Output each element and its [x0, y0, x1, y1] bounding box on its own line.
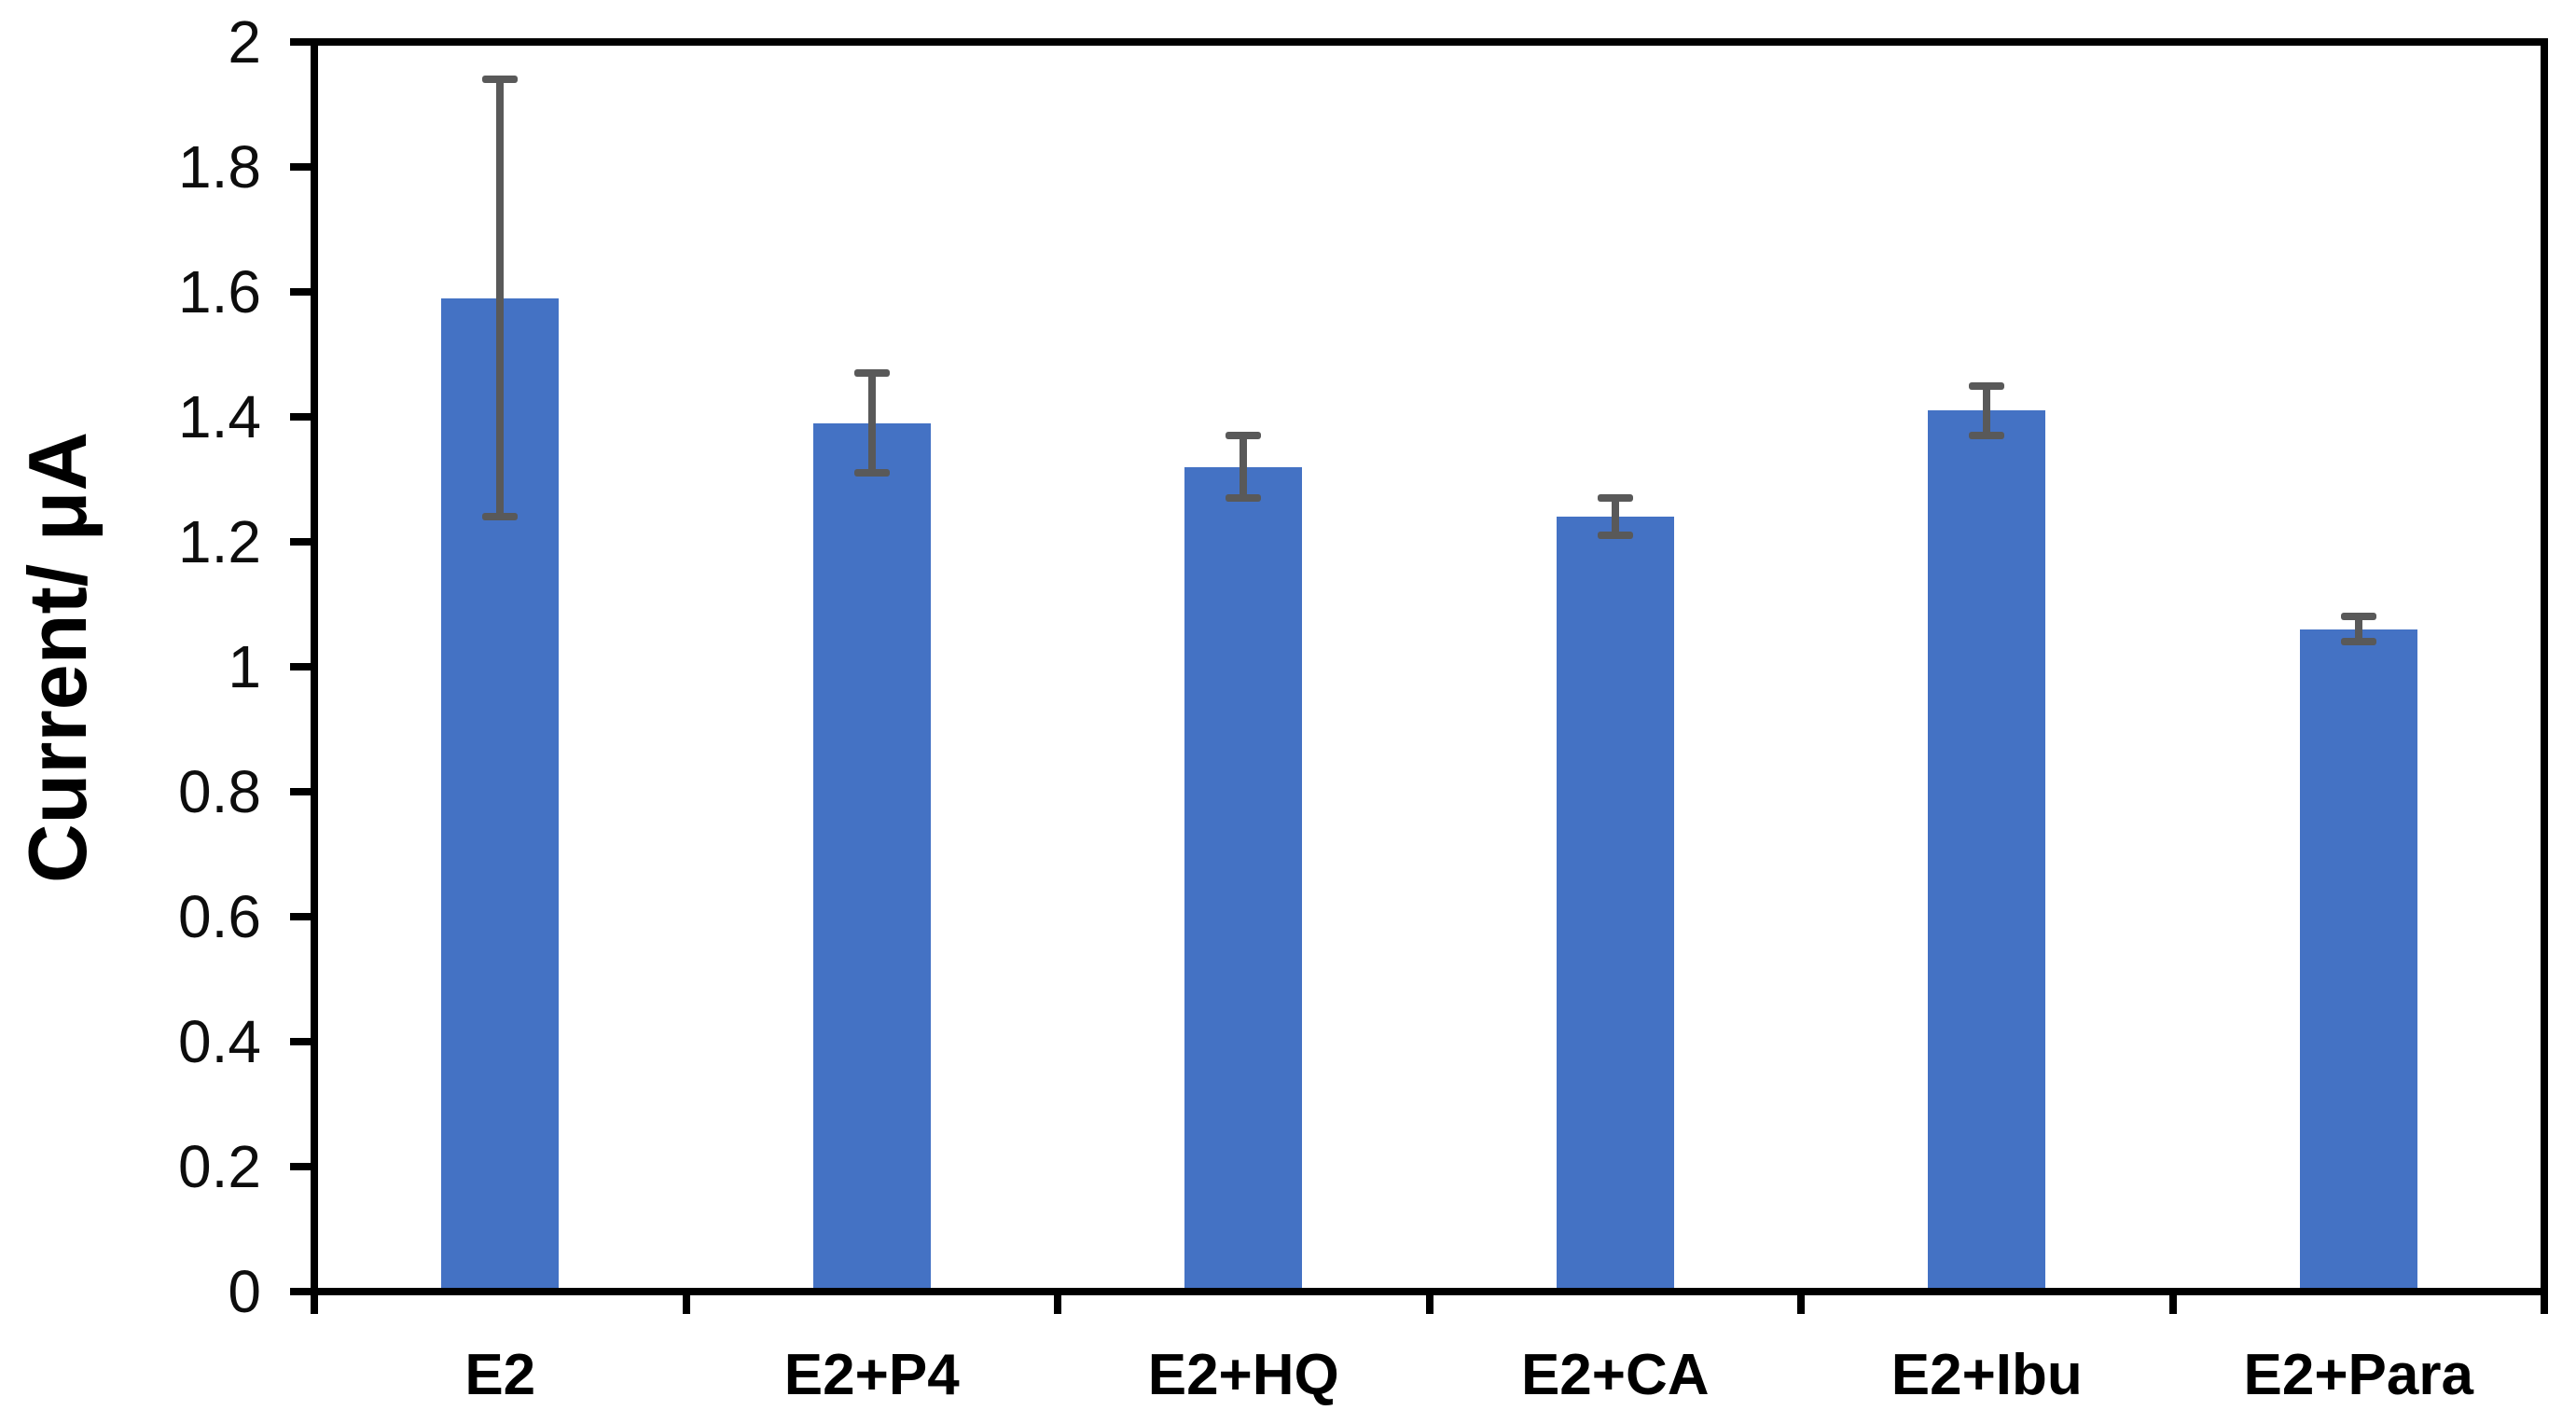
bar	[2299, 629, 2417, 1288]
y-axis-tick	[290, 38, 314, 46]
y-axis-tick-label: 1.2	[178, 508, 261, 575]
bar	[812, 422, 931, 1288]
x-axis-tick	[2541, 1292, 2548, 1314]
error-bar-cap	[853, 369, 890, 378]
error-bar-line	[1983, 385, 1991, 436]
y-axis-tick	[290, 1163, 314, 1170]
y-axis-tick-label: 1	[228, 633, 261, 700]
y-axis-tick-label: 0	[228, 1258, 261, 1325]
y-axis-tick	[290, 413, 314, 421]
y-axis-tick	[290, 538, 314, 546]
error-bar-cap	[1597, 494, 1633, 503]
error-bar-line	[2354, 616, 2362, 643]
x-axis-category-label: E2+Ibu	[1890, 1343, 2083, 1407]
x-axis-tick	[682, 1292, 690, 1314]
y-axis-tick-label: 0.4	[178, 1008, 261, 1075]
error-bar-cap	[1597, 532, 1633, 540]
bar	[1556, 517, 1674, 1288]
bar	[1928, 410, 2046, 1288]
error-bar-line	[867, 373, 876, 474]
y-axis-tick-label: 0.8	[178, 758, 261, 825]
x-axis-category-label: E2+Para	[2243, 1343, 2474, 1407]
x-axis-category-label: E2+P4	[783, 1343, 960, 1407]
x-axis-tick	[1425, 1292, 1433, 1314]
y-axis-tick-label: 0.6	[178, 883, 261, 950]
error-bar-cap	[1969, 432, 2005, 440]
error-bar-line	[1240, 435, 1248, 499]
x-axis-category-label: E2	[464, 1343, 536, 1407]
x-axis-category-label: E2+CA	[1520, 1343, 1710, 1407]
y-axis-tick	[290, 663, 314, 671]
x-axis-tick	[2168, 1292, 2177, 1314]
y-axis-tick	[290, 1038, 314, 1045]
x-axis-tick	[311, 1292, 318, 1314]
x-axis-category-label: E2+HQ	[1147, 1343, 1339, 1407]
y-axis-tick-label: 2	[228, 8, 261, 76]
y-axis-tick	[290, 1288, 314, 1295]
x-axis-tick	[1797, 1292, 1805, 1314]
error-bar-cap	[2340, 613, 2376, 621]
x-axis-tick	[1054, 1292, 1061, 1314]
y-axis-tick-label: 1.8	[178, 133, 261, 200]
error-bar-line	[496, 79, 505, 518]
error-bar-cap	[1226, 494, 1262, 503]
error-bar-cap	[482, 513, 519, 521]
y-axis-tick	[290, 288, 314, 296]
axis-border	[311, 38, 2548, 1295]
error-bar-cap	[1969, 381, 2005, 390]
error-bar-cap	[2340, 638, 2376, 646]
y-axis-tick-label: 0.2	[178, 1133, 261, 1200]
y-axis-tick-label: 1.6	[178, 258, 261, 325]
error-bar-cap	[1226, 432, 1262, 440]
y-axis-title: Current/ μA	[11, 431, 104, 884]
error-bar-cap	[853, 469, 890, 477]
error-bar-line	[1611, 498, 1619, 536]
bar	[1184, 466, 1303, 1288]
y-axis-tick	[290, 788, 314, 795]
y-axis-tick	[290, 913, 314, 920]
y-axis-tick	[290, 163, 314, 171]
y-axis-tick-label: 1.4	[178, 383, 261, 450]
error-bar-cap	[482, 76, 519, 84]
